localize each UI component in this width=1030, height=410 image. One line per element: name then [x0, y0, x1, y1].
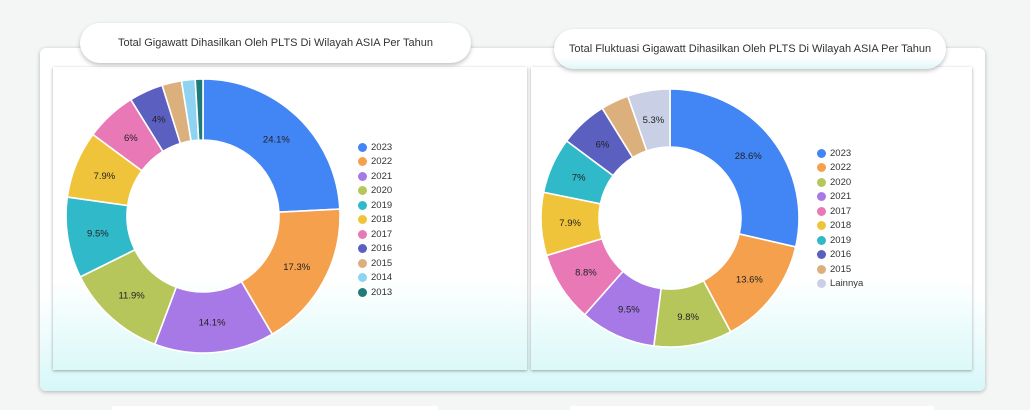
legend-label: 2015 [830, 263, 852, 275]
legend-dot [358, 244, 367, 254]
legend-dot [358, 171, 367, 181]
legend-item-2022[interactable]: 2022 [817, 161, 863, 176]
right-chart-title: Total Fluktuasi Gigawatt Dihasilkan Oleh… [554, 29, 946, 69]
legend-dot [358, 200, 367, 210]
legend-label: 2020 [830, 176, 852, 188]
legend-dot [817, 192, 826, 202]
legend-item-lainnya[interactable]: Lainnya [817, 277, 863, 292]
slice-label-2023: 28.6% [735, 151, 762, 162]
legend-item-2019[interactable]: 2019 [817, 233, 863, 248]
right-chart-card: 28.6% 13.6% 9.8% 9.5% 8.8% 7.9% 7% 6% 5.3% 2023 2… [531, 67, 972, 370]
legend-dot [817, 148, 826, 158]
right-chart-legend: 2023 2022 2020 2021 2017 2018 2019 2016 2015 Lain… [817, 146, 863, 291]
legend-label: 2017 [371, 228, 393, 240]
slice-label-2016: 4% [152, 115, 166, 126]
legend-label: 2014 [371, 272, 393, 284]
legend-label: 2022 [830, 162, 852, 174]
legend-item-2020[interactable]: 2020 [358, 184, 392, 199]
legend-item-2014[interactable]: 2014 [358, 271, 392, 286]
bottom-card-edge-left [112, 406, 438, 410]
legend-dot [358, 186, 367, 196]
slice-2023[interactable] [202, 78, 341, 214]
bottom-card-edge-right [570, 406, 934, 410]
legend-item-2023[interactable]: 2023 [358, 140, 392, 155]
slice-label-2016: 6% [596, 140, 610, 151]
legend-item-2021[interactable]: 2021 [358, 169, 392, 184]
slice-label-2019: 9.5% [87, 229, 109, 240]
legend-label: 2019 [371, 199, 393, 211]
legend-label: 2021 [371, 170, 393, 182]
slice-label-2017: 6% [124, 133, 138, 144]
slice-2013[interactable] [194, 78, 204, 141]
left-chart-legend: 2023 2022 2021 2020 2019 2018 2017 2016 2015 2014… [358, 140, 392, 300]
legend-dot [358, 229, 367, 239]
legend-dot [358, 287, 367, 297]
legend-label: 2018 [371, 214, 393, 226]
legend-label: 2020 [371, 185, 393, 197]
legend-label: 2022 [371, 156, 393, 168]
legend-label: 2013 [371, 286, 393, 298]
left-chart-title: Total Gigawatt Dihasilkan Oleh PLTS Di W… [80, 23, 471, 63]
legend-label: 2016 [371, 243, 393, 255]
legend-label: 2018 [830, 220, 852, 232]
slice-label-2021: 14.1% [199, 318, 226, 329]
legend-item-2015[interactable]: 2015 [358, 256, 392, 271]
slice-label-2023: 24.1% [263, 134, 290, 145]
slice-label-2020: 9.8% [677, 312, 699, 323]
legend-label: 2023 [371, 141, 393, 153]
legend-item-2017[interactable]: 2017 [358, 227, 392, 242]
legend-item-2019[interactable]: 2019 [358, 198, 392, 213]
right-donut-chart: 28.6% 13.6% 9.8% 9.5% 8.8% 7.9% 7% 6% 5.3% [540, 88, 800, 348]
legend-dot [358, 273, 367, 283]
slice-label-2022: 13.6% [736, 274, 763, 285]
legend-item-2013[interactable]: 2013 [358, 285, 392, 300]
legend-item-2015[interactable]: 2015 [817, 262, 863, 277]
legend-label: 2019 [830, 234, 852, 246]
legend-item-2022[interactable]: 2022 [358, 155, 392, 170]
legend-label: 2017 [830, 205, 852, 217]
slice-label-2019: 7% [572, 173, 586, 184]
legend-dot [358, 215, 367, 225]
legend-label: 2016 [830, 249, 852, 261]
legend-dot [358, 142, 367, 152]
legend-item-2016[interactable]: 2016 [817, 248, 863, 263]
slice-lainnya[interactable] [626, 88, 671, 152]
legend-item-2020[interactable]: 2020 [817, 175, 863, 190]
legend-item-2021[interactable]: 2021 [817, 190, 863, 205]
legend-dot [817, 279, 826, 289]
legend-item-2017[interactable]: 2017 [817, 204, 863, 219]
legend-item-2018[interactable]: 2018 [358, 213, 392, 228]
slice-label-2021: 9.5% [618, 305, 640, 316]
legend-dot [817, 264, 826, 274]
legend-dot [358, 157, 367, 167]
legend-dot [358, 258, 367, 268]
slice-label-2018: 7.9% [559, 218, 581, 229]
legend-label: 2023 [830, 147, 852, 159]
slice-label-2022: 17.3% [283, 262, 310, 273]
slice-2023[interactable] [669, 88, 800, 248]
legend-dot [817, 235, 826, 245]
legend-dot [817, 163, 826, 173]
legend-dot [817, 221, 826, 231]
legend-dot [817, 206, 826, 216]
legend-item-2016[interactable]: 2016 [358, 242, 392, 257]
slice-label-2020: 11.9% [118, 291, 145, 302]
legend-label: 2015 [371, 257, 393, 269]
legend-item-2018[interactable]: 2018 [817, 219, 863, 234]
left-donut-chart: 24.1% 17.3% 14.1% 11.9% 9.5% 7.9% 6% 4% [65, 78, 341, 354]
left-chart-card: 24.1% 17.3% 14.1% 11.9% 9.5% 7.9% 6% 4% 2023 202… [53, 67, 527, 370]
slice-label-2017: 8.8% [575, 268, 597, 279]
legend-label: Lainnya [830, 278, 864, 290]
legend-dot [817, 177, 826, 187]
legend-label: 2021 [830, 191, 852, 203]
legend-item-2023[interactable]: 2023 [817, 146, 863, 161]
legend-dot [817, 250, 826, 260]
slice-label-2018: 7.9% [94, 171, 116, 182]
slice-label-lainnya: 5.3% [643, 115, 665, 126]
